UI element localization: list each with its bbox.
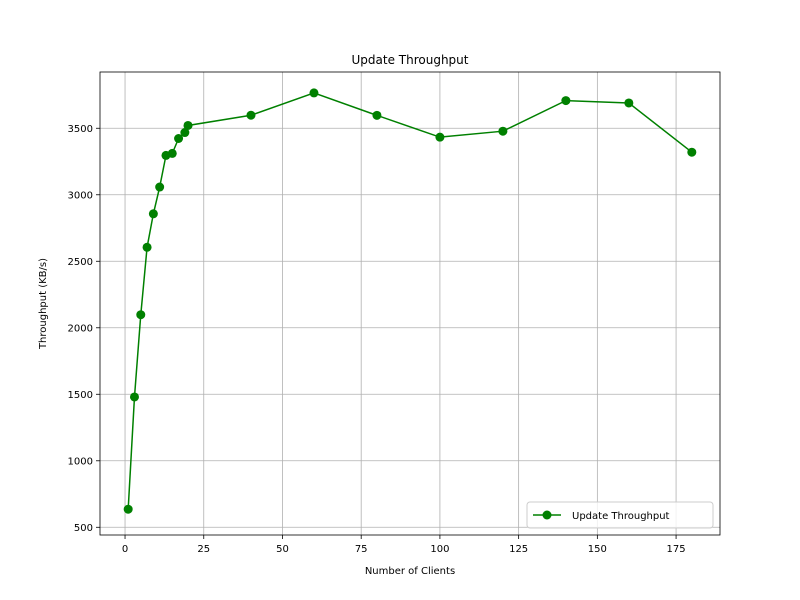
x-tick-label: 150 [588, 544, 607, 555]
y-tick-label: 1000 [68, 456, 93, 467]
data-point [309, 88, 319, 98]
data-point [624, 98, 634, 108]
data-point [129, 392, 139, 402]
data-point [136, 310, 146, 320]
x-tick-label: 75 [355, 544, 368, 555]
chart-title: Update Throughput [352, 53, 469, 67]
x-tick-label: 100 [430, 544, 449, 555]
data-point [148, 209, 158, 219]
grid [100, 72, 720, 535]
x-tick-label: 25 [197, 544, 210, 555]
data-point [246, 110, 256, 120]
series-layer [123, 88, 697, 514]
y-tick-label: 1500 [68, 390, 93, 401]
data-point [123, 504, 133, 514]
x-tick-label: 50 [276, 544, 289, 555]
data-point [142, 242, 152, 252]
x-tick-label: 0 [122, 544, 128, 555]
data-point [155, 182, 165, 192]
legend-box [526, 501, 714, 529]
y-tick-label: 3500 [68, 124, 93, 135]
y-tick-label: 2000 [68, 323, 93, 334]
y-tick-label: 500 [74, 523, 93, 534]
data-point [372, 110, 382, 120]
y-tick-label: 3000 [68, 190, 93, 201]
data-point [561, 96, 571, 106]
data-point [498, 126, 508, 136]
legend: Update Throughput [526, 501, 714, 529]
y-axis-title: Throughput (KB/s) [38, 258, 49, 350]
data-point [167, 148, 177, 158]
plot-frame [99, 71, 721, 536]
data-point [687, 147, 697, 157]
legend-marker-swatch [542, 510, 552, 520]
data-point [435, 132, 445, 142]
data-point [180, 128, 190, 138]
y-tick-label: 2500 [68, 257, 93, 268]
data-point [183, 120, 193, 130]
x-tick-label: 175 [667, 544, 686, 555]
ticks: 0 25 50 75 100 125 150 175 500 1000 1500 2000 2500 30… [68, 124, 686, 555]
x-axis-title: Number of Clients [365, 566, 455, 577]
x-tick-label: 125 [509, 544, 528, 555]
legend-label: Update Throughput [572, 511, 670, 522]
data-point [174, 134, 184, 144]
